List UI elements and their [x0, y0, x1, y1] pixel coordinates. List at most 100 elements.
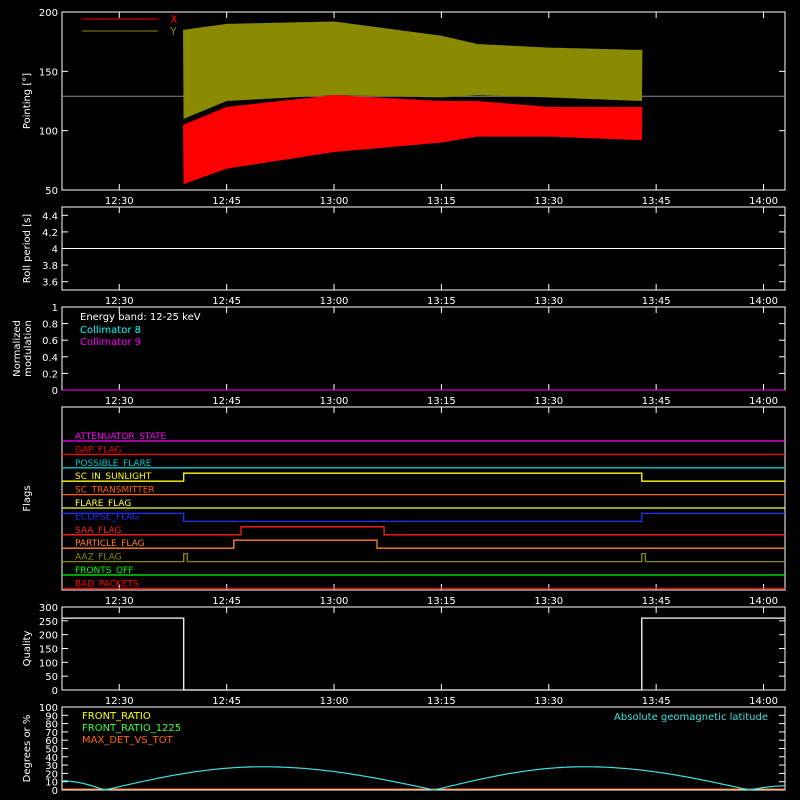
y-tick-label: 200: [39, 8, 58, 19]
x-tick-label: 12:30: [105, 396, 134, 407]
y-tick-label: 3.6: [42, 278, 58, 289]
x-tick-label: 13:15: [427, 396, 456, 407]
y-tick-label: 70: [45, 728, 58, 739]
x-tick-label: 12:30: [105, 196, 134, 207]
x-tick-label: 13:00: [320, 396, 349, 407]
panel-frame-4: [61, 406, 786, 591]
flag-line: [62, 539, 785, 549]
flag-label: SAA_FLAG: [75, 526, 121, 536]
flag-label: FRONTS_OFF: [75, 566, 133, 576]
x-tick-label: 12:45: [212, 396, 241, 407]
y-tick-label: 40: [45, 753, 58, 764]
y-tick-label: 20: [45, 769, 58, 780]
flag-line: [62, 526, 785, 536]
x-tick-label: 13:15: [427, 696, 456, 707]
x-tick-label: 13:30: [534, 196, 563, 207]
x-tick-label: 12:45: [212, 196, 241, 207]
legend-label: MAX_DET_VS_TOT: [82, 735, 174, 746]
energy-band-label: Energy band: 12-25 keV: [80, 312, 201, 323]
panel-frame-5: [61, 606, 786, 691]
y-tick-label: 0.6: [42, 336, 58, 347]
y-tick-label: 60: [45, 736, 58, 747]
x-tick-label: 13:30: [534, 396, 563, 407]
legend-label: Y: [169, 25, 177, 38]
flag-line: [62, 512, 785, 523]
x-tick-label: 14:00: [749, 296, 778, 307]
y-tick-label: 150: [39, 67, 58, 78]
flag-label: SC_IN_SUNLIGHT: [75, 472, 152, 482]
flag-label: ECLIPSE_FLAG: [75, 512, 139, 522]
x-tick-label: 13:00: [320, 196, 349, 207]
pointing-series-Y: [183, 21, 643, 119]
y-tick-label: 50: [45, 672, 58, 683]
x-tick-label: 13:45: [642, 396, 671, 407]
x-tick-label: 12:45: [212, 696, 241, 707]
y-tick-label: 100: [39, 127, 58, 138]
legend-label: FRONT_RATIO: [82, 711, 151, 722]
y-tick-label: 200: [39, 631, 58, 642]
x-tick-label: 13:45: [642, 296, 671, 307]
y-tick-label: 0.2: [42, 369, 58, 380]
x-tick-label: 12:30: [105, 696, 134, 707]
legend-label: Collimator 9: [80, 337, 141, 348]
y-axis-label: Quality: [22, 631, 33, 667]
y-tick-label: 0.8: [42, 320, 58, 331]
flag-label: FLARE_FLAG: [75, 499, 131, 509]
y-axis-label: Pointing [°]: [22, 73, 33, 129]
y-tick-label: 50: [45, 745, 58, 756]
flag-label: SC_TRANSMITTER: [75, 486, 155, 496]
y-tick-label: 4.4: [42, 211, 58, 222]
flag-label: AAZ_FLAG: [75, 553, 122, 563]
y-tick-label: 4: [52, 245, 58, 256]
y-tick-label: 100: [39, 658, 58, 669]
y-axis-label: Flags: [22, 485, 33, 511]
y-tick-label: 0: [52, 386, 58, 397]
y-tick-label: 0: [52, 786, 58, 797]
pointing-series-X: [183, 95, 643, 184]
x-tick-label: 13:30: [534, 296, 563, 307]
y-axis-label: modulation: [23, 320, 34, 377]
x-tick-label: 13:30: [534, 596, 563, 607]
x-tick-label: 13:45: [642, 596, 671, 607]
x-tick-label: 14:00: [749, 596, 778, 607]
y-tick-label: 300: [39, 603, 58, 614]
y-tick-label: 50: [45, 186, 58, 197]
y-tick-label: 150: [39, 645, 58, 656]
latitude-label: Absolute geomagnetic latitude: [614, 712, 768, 723]
flag-label: GAP_FLAG: [75, 445, 121, 455]
y-tick-label: 1: [52, 303, 58, 314]
x-tick-label: 14:00: [749, 396, 778, 407]
legend-label: X: [170, 13, 178, 26]
x-tick-label: 13:45: [642, 196, 671, 207]
x-tick-label: 12:30: [105, 596, 134, 607]
y-axis-label: Degrees or %: [22, 715, 33, 783]
x-tick-label: 13:15: [427, 196, 456, 207]
y-tick-label: 80: [45, 720, 58, 731]
x-tick-label: 13:00: [320, 596, 349, 607]
y-tick-label: 0.4: [42, 353, 58, 364]
flag-line: [62, 472, 785, 482]
latitude-curve: [62, 766, 785, 791]
x-tick-label: 14:00: [749, 696, 778, 707]
x-tick-label: 12:45: [212, 596, 241, 607]
y-tick-label: 30: [45, 761, 58, 772]
x-tick-label: 12:45: [212, 296, 241, 307]
x-tick-label: 12:30: [105, 296, 134, 307]
y-tick-label: 3.8: [42, 261, 58, 272]
flag-line: [62, 552, 785, 563]
y-axis-label: Roll period [s]: [22, 214, 33, 283]
x-tick-label: 13:15: [427, 296, 456, 307]
panel-frame-1: [61, 11, 786, 191]
x-tick-label: 13:00: [320, 296, 349, 307]
y-tick-label: 0: [52, 686, 58, 697]
y-tick-label: 10: [45, 778, 58, 789]
quality-line: [62, 617, 785, 691]
legend-label: Collimator 8: [80, 325, 141, 336]
y-tick-label: 4.2: [42, 228, 58, 239]
flag-label: POSSIBLE_FLARE: [75, 459, 152, 469]
legend-label: FRONT_RATIO_1225: [82, 723, 181, 734]
y-tick-label: 90: [45, 711, 58, 722]
flag-label: BAD_PACKETS: [75, 579, 139, 589]
x-tick-label: 13:15: [427, 596, 456, 607]
